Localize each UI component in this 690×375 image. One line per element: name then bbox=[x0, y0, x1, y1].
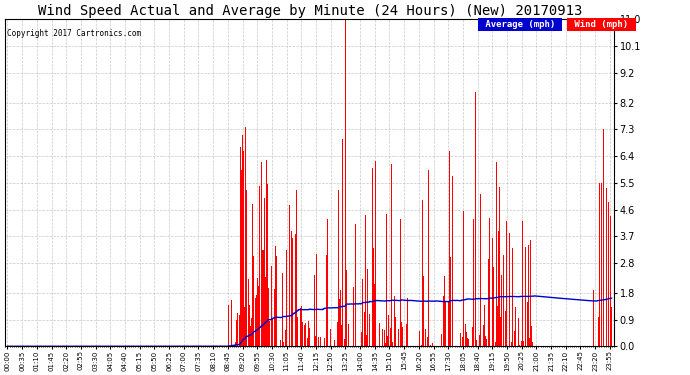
Text: Copyright 2017 Cartronics.com: Copyright 2017 Cartronics.com bbox=[7, 28, 141, 38]
Text: Wind (mph): Wind (mph) bbox=[569, 20, 633, 29]
Text: Average (mph): Average (mph) bbox=[480, 20, 560, 29]
Title: Wind Speed Actual and Average by Minute (24 Hours) (New) 20170913: Wind Speed Actual and Average by Minute … bbox=[37, 4, 582, 18]
